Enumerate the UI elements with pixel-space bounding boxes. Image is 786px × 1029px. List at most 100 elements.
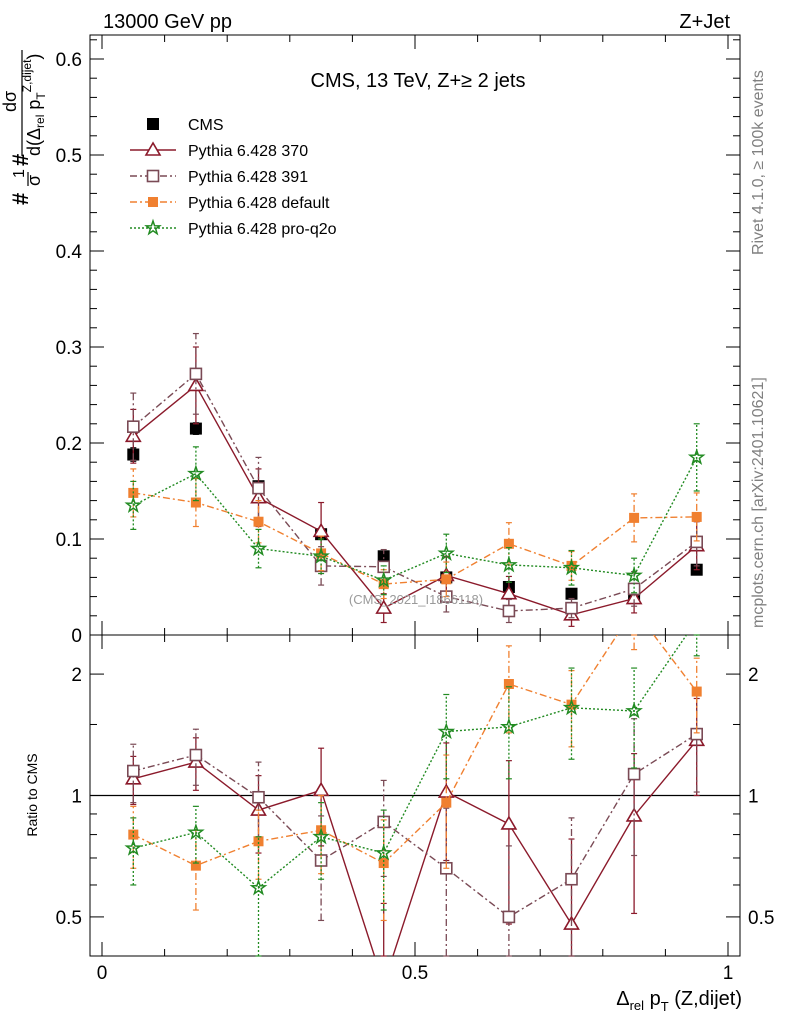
ratio-point [190, 860, 201, 871]
main-series-4 [124, 423, 706, 596]
ratio-point [124, 838, 143, 856]
main-point [375, 599, 393, 614]
svg-text:#: # [8, 193, 33, 205]
ratio-point [253, 836, 264, 847]
main-point [562, 558, 581, 576]
ratio-point [312, 781, 330, 797]
main-point [253, 516, 264, 527]
main-point [503, 538, 514, 549]
svg-text:d(Δrel pTZ,dijet): d(Δrel pTZ,dijet) [20, 54, 48, 156]
ratio-ytick-label-right: 0.5 [748, 908, 774, 929]
ratio-series-3 [124, 634, 700, 957]
ratio-series-0 [124, 697, 706, 957]
ratio-ytick-label: 0.5 [56, 908, 82, 929]
ratio-point [503, 678, 514, 689]
main-point [629, 512, 640, 523]
ratio-point [625, 701, 643, 719]
xtick-label: 0 [97, 963, 108, 984]
ratio-series-1 [127, 690, 704, 957]
ratio-series [124, 634, 706, 957]
main-point [124, 496, 143, 513]
main-point [687, 448, 706, 465]
main-point [437, 544, 456, 561]
main-point [500, 585, 518, 600]
main-point [374, 570, 393, 588]
main-point [565, 601, 578, 615]
svg-text:#: # [8, 154, 33, 166]
ratio-point [189, 748, 203, 762]
main-ytick-label: 0.1 [56, 530, 82, 551]
ratio-point [187, 823, 205, 840]
ratio-point [374, 843, 393, 861]
legend-marker [144, 141, 162, 156]
ratio-point [691, 686, 702, 697]
main-series-3 [128, 468, 702, 600]
main-point [127, 420, 140, 433]
ratio-point [252, 790, 265, 804]
main-point [500, 555, 518, 573]
x-axis-label: Δrel pT (Z,dijet) [616, 988, 742, 1014]
ratio-line [132, 635, 698, 867]
ratio-point [127, 764, 140, 778]
ratio-point [441, 797, 452, 808]
main-series [124, 332, 706, 627]
main-line [133, 492, 697, 585]
legend: CMS Pythia 6.428 370 Pythia 6.428 391 Pythi… [130, 117, 337, 238]
ratio-ytick-label: 2 [71, 665, 82, 686]
main-point [625, 566, 643, 583]
main-ytick-label: 0.6 [56, 50, 82, 71]
svg-text:dσ: dσ [0, 91, 20, 112]
ratio-line [133, 635, 688, 889]
ratio-point [500, 717, 518, 735]
main-point [312, 546, 330, 564]
ratio-y-label: Ratio to CMS [24, 753, 40, 836]
legend-marker [144, 218, 162, 236]
main-series-2 [127, 332, 704, 624]
legend-marker [147, 118, 159, 130]
header-right: Z+Jet [679, 11, 730, 33]
main-point [566, 560, 577, 571]
ratio-point [128, 829, 139, 840]
legend-marker [146, 169, 160, 183]
ratio-point [249, 878, 268, 896]
main-point [377, 560, 391, 574]
main-point [249, 539, 268, 557]
main-ytick-label: 0.3 [56, 338, 82, 359]
ratio-point [312, 827, 330, 845]
watermark: (CMS_2021_I1866118) [349, 592, 483, 607]
legend-label: Pythia 6.428 default [188, 195, 330, 212]
main-series-1 [124, 346, 706, 627]
legend-label: Pythia 6.428 370 [188, 143, 308, 160]
main-point [565, 587, 578, 600]
svg-text:σ: σ [24, 175, 44, 186]
legend-label: Pythia 6.428 pro-q2o [188, 221, 337, 238]
ratio-point [378, 858, 389, 869]
ratio-ytick-label-right: 1 [748, 787, 759, 808]
main-ytick-label: 0.2 [56, 434, 82, 455]
xtick-label: 1 [723, 963, 734, 984]
main-point [189, 422, 202, 435]
main-ytick-label: 0.4 [56, 242, 83, 263]
main-ticks: 0 0.1 0.2 0.3 0.4 0.5 0.6 [56, 35, 740, 647]
legend-label: Pythia 6.428 391 [188, 169, 308, 186]
mcplots-label: mcplots.cern.ch [arXiv:2401.10621] [750, 377, 767, 628]
xtick-label: 0.5 [402, 963, 428, 984]
main-point [187, 464, 205, 482]
main-point [502, 604, 516, 618]
main-ytick-label: 0 [71, 626, 82, 647]
main-point [378, 579, 389, 590]
ratio-point [562, 698, 581, 716]
svg-text:1: 1 [11, 169, 28, 178]
ratio-point [437, 722, 456, 740]
legend-marker [148, 197, 158, 207]
ratio-series-2 [128, 634, 702, 922]
ratio-point [565, 872, 578, 886]
main-ytick-label: 0.5 [56, 146, 82, 167]
ratio-ticks: 0.5 0.5 1 1 2 2 0 0.5 1 [56, 635, 774, 984]
legend-label: CMS [188, 117, 224, 134]
ratio-ytick-label-right: 2 [748, 665, 759, 686]
main-point [441, 574, 452, 585]
main-point [252, 481, 265, 495]
ratio-line [133, 739, 698, 956]
